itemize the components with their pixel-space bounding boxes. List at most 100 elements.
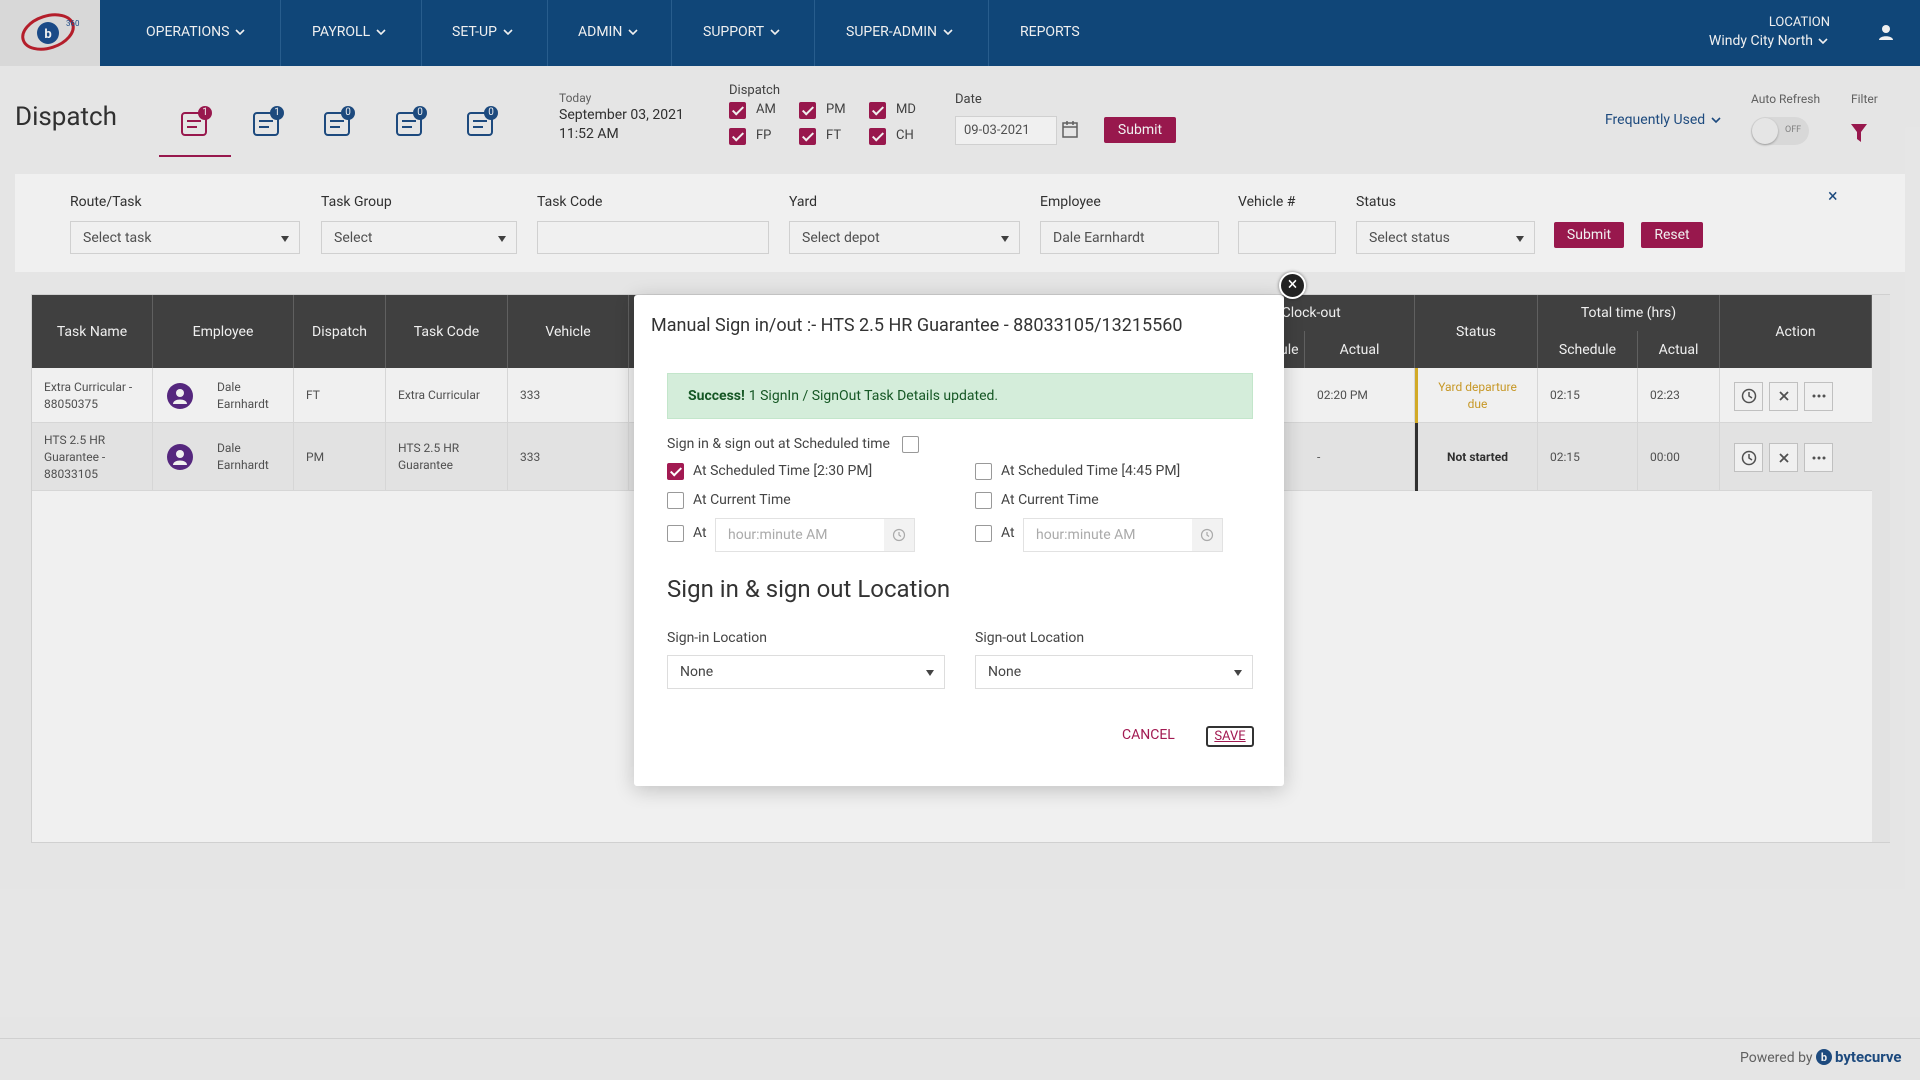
filter-value: Dale Earnhardt xyxy=(1053,230,1145,246)
option-label: At Scheduled Time [2:30 PM] xyxy=(693,463,873,479)
dispatch-checkbox[interactable] xyxy=(799,128,816,145)
time-icon xyxy=(884,519,914,551)
dispatch-tab[interactable]: 0 xyxy=(464,106,500,142)
dispatch-checkbox[interactable] xyxy=(729,128,746,145)
filter-input[interactable]: Select status xyxy=(1356,221,1535,254)
dispatch-checkbox[interactable] xyxy=(869,128,886,145)
option-checkbox[interactable] xyxy=(975,525,992,542)
dropdown-arrow xyxy=(926,670,934,676)
column-header: Status xyxy=(1415,295,1538,368)
dispatch-tab[interactable]: 0 xyxy=(321,106,357,142)
today-label: Today xyxy=(559,91,592,105)
nav-item[interactable]: PAYROLL xyxy=(312,22,386,42)
location-select[interactable]: None xyxy=(667,655,945,689)
dispatch-tab[interactable]: 0 xyxy=(393,106,429,142)
total-actual-cell: 02:23 xyxy=(1638,368,1720,423)
date-input[interactable]: 09-03-2021 xyxy=(955,116,1057,145)
option-checkbox[interactable] xyxy=(975,463,992,480)
row-action-button[interactable] xyxy=(1734,443,1763,472)
row-action-button[interactable] xyxy=(1804,443,1833,472)
nav-caret xyxy=(628,29,638,35)
alert-strong: Success! xyxy=(688,388,745,404)
option-checkbox[interactable] xyxy=(667,463,684,480)
column-header: Vehicle xyxy=(508,295,629,368)
nav-item[interactable]: SUPPORT xyxy=(703,22,780,42)
location-select[interactable]: None xyxy=(975,655,1253,689)
time-input[interactable]: hour:minute AM xyxy=(1023,518,1223,552)
option-checkbox[interactable] xyxy=(667,525,684,542)
nav-item-label: OPERATIONS xyxy=(146,24,230,40)
tab-badge: 0 xyxy=(484,106,498,120)
nav-item[interactable]: SUPER-ADMIN xyxy=(846,22,953,42)
dropdown-arrow xyxy=(281,236,289,242)
brand-name: bytecurve xyxy=(1835,1048,1902,1066)
dispatch-cell: PM xyxy=(294,423,386,491)
column-header: Task Code xyxy=(386,295,508,368)
dispatch-checkbox[interactable] xyxy=(729,102,746,119)
status-cell: Yard departure due xyxy=(1415,368,1538,423)
calendar-icon[interactable] xyxy=(1062,120,1078,142)
date-submit-button[interactable]: Submit xyxy=(1104,117,1176,143)
row-action-button[interactable] xyxy=(1734,381,1763,411)
filter-submit-button[interactable]: Submit xyxy=(1554,222,1624,248)
save-button[interactable]: SAVE xyxy=(1206,726,1254,747)
dispatch-checkbox[interactable] xyxy=(869,102,886,119)
nav-item[interactable]: ADMIN xyxy=(578,22,638,42)
filter-input[interactable]: Select xyxy=(321,221,517,254)
filter-input[interactable] xyxy=(1238,221,1336,254)
dispatch-option: FP xyxy=(756,128,772,143)
nav-separator xyxy=(814,0,815,66)
location-heading: Sign in & sign out Location xyxy=(667,575,951,603)
today-date: September 03, 2021 xyxy=(559,107,684,123)
column-header: Task Name xyxy=(32,295,153,368)
dispatch-checkbox[interactable] xyxy=(799,102,816,119)
nav-item[interactable]: SET-UP xyxy=(452,22,513,42)
tab-badge: 0 xyxy=(413,106,427,120)
nav-item[interactable]: OPERATIONS xyxy=(146,22,245,42)
location-select[interactable]: Windy City North xyxy=(1709,33,1828,49)
option-checkbox[interactable] xyxy=(667,492,684,509)
logo[interactable]: b 360 xyxy=(0,0,100,66)
row-action-button[interactable] xyxy=(1769,443,1798,472)
nav-separator xyxy=(421,0,422,66)
brand-logo: b xyxy=(1815,1048,1833,1066)
tab-badge: 0 xyxy=(341,106,355,120)
filter-input[interactable] xyxy=(537,221,769,254)
dispatch-option: FT xyxy=(826,128,842,143)
toggle-knob xyxy=(1752,118,1778,144)
filter-input[interactable]: Select depot xyxy=(789,221,1020,254)
column-header: Schedule xyxy=(1538,331,1638,368)
filter-label: Filter xyxy=(1851,92,1878,106)
filter-reset-button[interactable]: Reset xyxy=(1641,222,1703,248)
task-code-cell: HTS 2.5 HR Guarantee xyxy=(386,423,508,491)
column-header: Action xyxy=(1720,295,1872,368)
scheduled-toggle-checkbox[interactable] xyxy=(902,436,919,453)
dispatch-tab[interactable]: 1 xyxy=(178,106,214,142)
filter-close[interactable]: × xyxy=(1828,186,1838,207)
filter-input[interactable]: Select task xyxy=(70,221,300,254)
dispatch-cell: FT xyxy=(294,368,386,423)
location-value: Windy City North xyxy=(1708,33,1813,49)
frequently-used[interactable]: Frequently Used xyxy=(1605,112,1721,128)
dispatch-option: CH xyxy=(896,128,914,143)
row-action-button[interactable] xyxy=(1804,381,1833,411)
dispatch-tab[interactable]: 1 xyxy=(250,106,286,142)
nav-item[interactable]: REPORTS xyxy=(1020,22,1080,42)
scrollbar xyxy=(1872,295,1890,842)
time-input[interactable]: hour:minute AM xyxy=(715,518,915,552)
auto-refresh-toggle[interactable]: OFF xyxy=(1751,117,1809,145)
filter-input[interactable]: Dale Earnhardt xyxy=(1040,221,1219,254)
user-icon[interactable] xyxy=(1878,24,1894,44)
scheduled-toggle-label: Sign in & sign out at Scheduled time xyxy=(667,436,890,452)
row-action-button[interactable] xyxy=(1769,381,1798,411)
nav-caret xyxy=(943,29,953,35)
nav-caret xyxy=(376,29,386,35)
filter-icon[interactable] xyxy=(1850,123,1868,147)
option-checkbox[interactable] xyxy=(975,492,992,509)
cancel-button[interactable]: CANCEL xyxy=(1122,727,1175,743)
modal-close[interactable]: × xyxy=(1279,272,1306,299)
total-actual-cell: 00:00 xyxy=(1638,423,1720,491)
task-code-cell: Extra Curricular xyxy=(386,368,508,423)
nav-separator xyxy=(547,0,548,66)
